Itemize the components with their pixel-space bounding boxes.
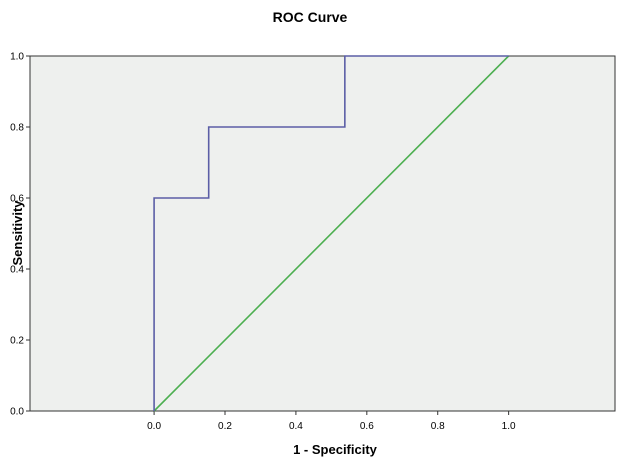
- y-axis-title: Sensitivity: [10, 200, 25, 266]
- y-tick-label: 0.8: [10, 123, 24, 134]
- y-tick-label: 1.0: [10, 52, 24, 63]
- series-lines: [153, 55, 510, 412]
- reference-line: [153, 55, 510, 412]
- x-axis-title: 1 - Specificity: [293, 442, 378, 457]
- x-tick-label: 0.2: [218, 421, 232, 432]
- y-tick-label: 0.6: [10, 194, 24, 205]
- plot-area: [29, 55, 616, 412]
- x-tick-label: 0.8: [431, 421, 445, 432]
- y-axis-ticks: 0.0 0.2 0.4 0.6 0.8 1.0: [10, 52, 30, 418]
- y-tick-label: 0.2: [10, 336, 24, 347]
- x-tick-label: 0.6: [360, 421, 374, 432]
- y-tick-label: 0.4: [10, 265, 24, 276]
- y-tick-label: 0.0: [10, 407, 24, 418]
- x-tick-label: 0.4: [289, 421, 303, 432]
- x-axis-ticks: 0.0 0.2 0.4 0.6 0.8 1.0: [147, 411, 516, 432]
- x-tick-label: 0.0: [147, 421, 161, 432]
- x-tick-label: 1.0: [502, 421, 516, 432]
- chart-title: ROC Curve: [273, 9, 348, 25]
- roc-curve-line: [153, 55, 509, 411]
